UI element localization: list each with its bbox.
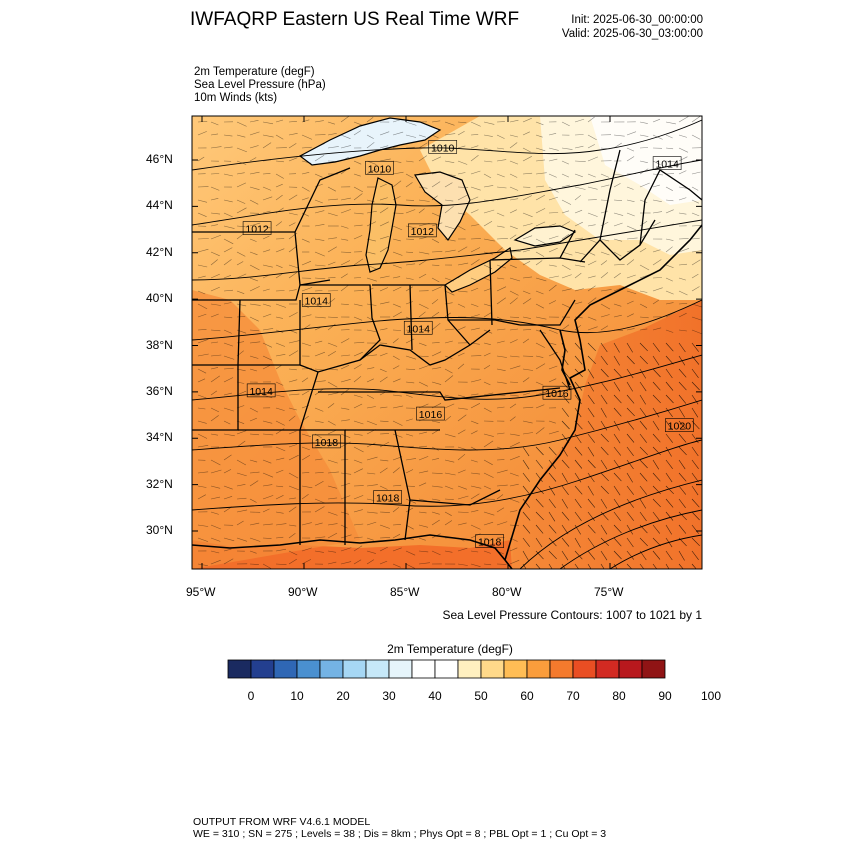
model-version: OUTPUT FROM WRF V4.6.1 MODEL — [193, 816, 606, 828]
colorbar-swatch — [228, 660, 251, 678]
colorbar-label: 90 — [645, 689, 685, 703]
isobar-label: 1014 — [249, 386, 273, 398]
latitude-label: 44°N — [146, 198, 173, 212]
colorbar-label: 50 — [461, 689, 501, 703]
isobar-label: 1012 — [245, 224, 269, 236]
latitude-label: 42°N — [146, 245, 173, 259]
isobar-label: 1016 — [545, 388, 569, 400]
isobar-label: 1020 — [668, 421, 692, 433]
colorbar-title: 2m Temperature (degF) — [330, 642, 570, 656]
colorbar-label: 100 — [691, 689, 731, 703]
longitude-label: 80°W — [492, 585, 521, 599]
contour-note: Sea Level Pressure Contours: 1007 to 102… — [350, 608, 702, 622]
colorbar-swatch — [504, 660, 527, 678]
colorbar-swatch — [596, 660, 619, 678]
colorbar-label: 70 — [553, 689, 593, 703]
isobar-label: 1018 — [376, 493, 400, 505]
isobar-label: 1018 — [478, 537, 502, 549]
colorbar-swatch — [274, 660, 297, 678]
latitude-label: 32°N — [146, 477, 173, 491]
isobar-label: 1016 — [419, 409, 443, 421]
colorbar-swatch — [619, 660, 642, 678]
colorbar-swatch — [366, 660, 389, 678]
model-config: WE = 310 ; SN = 275 ; Levels = 38 ; Dis … — [193, 828, 606, 840]
longitude-label: 85°W — [390, 585, 419, 599]
latitude-label: 36°N — [146, 384, 173, 398]
colorbar-swatch — [481, 660, 504, 678]
isobar-label: 1012 — [411, 226, 435, 238]
colorbar-swatch — [550, 660, 573, 678]
colorbar-label: 10 — [277, 689, 317, 703]
isobar-label: 1014 — [655, 159, 679, 171]
colorbar-swatch — [573, 660, 596, 678]
colorbar — [228, 660, 665, 678]
isobar-label: 1010 — [431, 142, 455, 154]
latitude-label: 38°N — [146, 338, 173, 352]
latitude-label: 40°N — [146, 291, 173, 305]
colorbar-swatch — [297, 660, 320, 678]
colorbar-swatch — [412, 660, 435, 678]
isobar-label: 1018 — [315, 437, 339, 449]
longitude-label: 95°W — [186, 585, 215, 599]
latitude-label: 34°N — [146, 430, 173, 444]
colorbar-swatch — [343, 660, 366, 678]
colorbar-swatch — [251, 660, 274, 678]
longitude-label: 75°W — [594, 585, 623, 599]
latitude-label: 46°N — [146, 152, 173, 166]
colorbar-swatch — [527, 660, 550, 678]
colorbar-label: 80 — [599, 689, 639, 703]
colorbar-label: 40 — [415, 689, 455, 703]
isobar-label: 1014 — [305, 295, 329, 307]
colorbar-swatch — [458, 660, 481, 678]
colorbar-label: 60 — [507, 689, 547, 703]
isobar-label: 1014 — [407, 323, 431, 335]
colorbar-label: 20 — [323, 689, 363, 703]
colorbar-swatch — [320, 660, 343, 678]
isobar-label: 1010 — [368, 163, 392, 175]
colorbar-swatch — [642, 660, 665, 678]
colorbar-label: 30 — [369, 689, 409, 703]
colorbar-label: 0 — [231, 689, 271, 703]
colorbar-swatch — [435, 660, 458, 678]
colorbar-swatch — [389, 660, 412, 678]
latitude-label: 30°N — [146, 523, 173, 537]
longitude-label: 90°W — [288, 585, 317, 599]
model-footer: OUTPUT FROM WRF V4.6.1 MODEL WE = 310 ; … — [193, 816, 606, 840]
